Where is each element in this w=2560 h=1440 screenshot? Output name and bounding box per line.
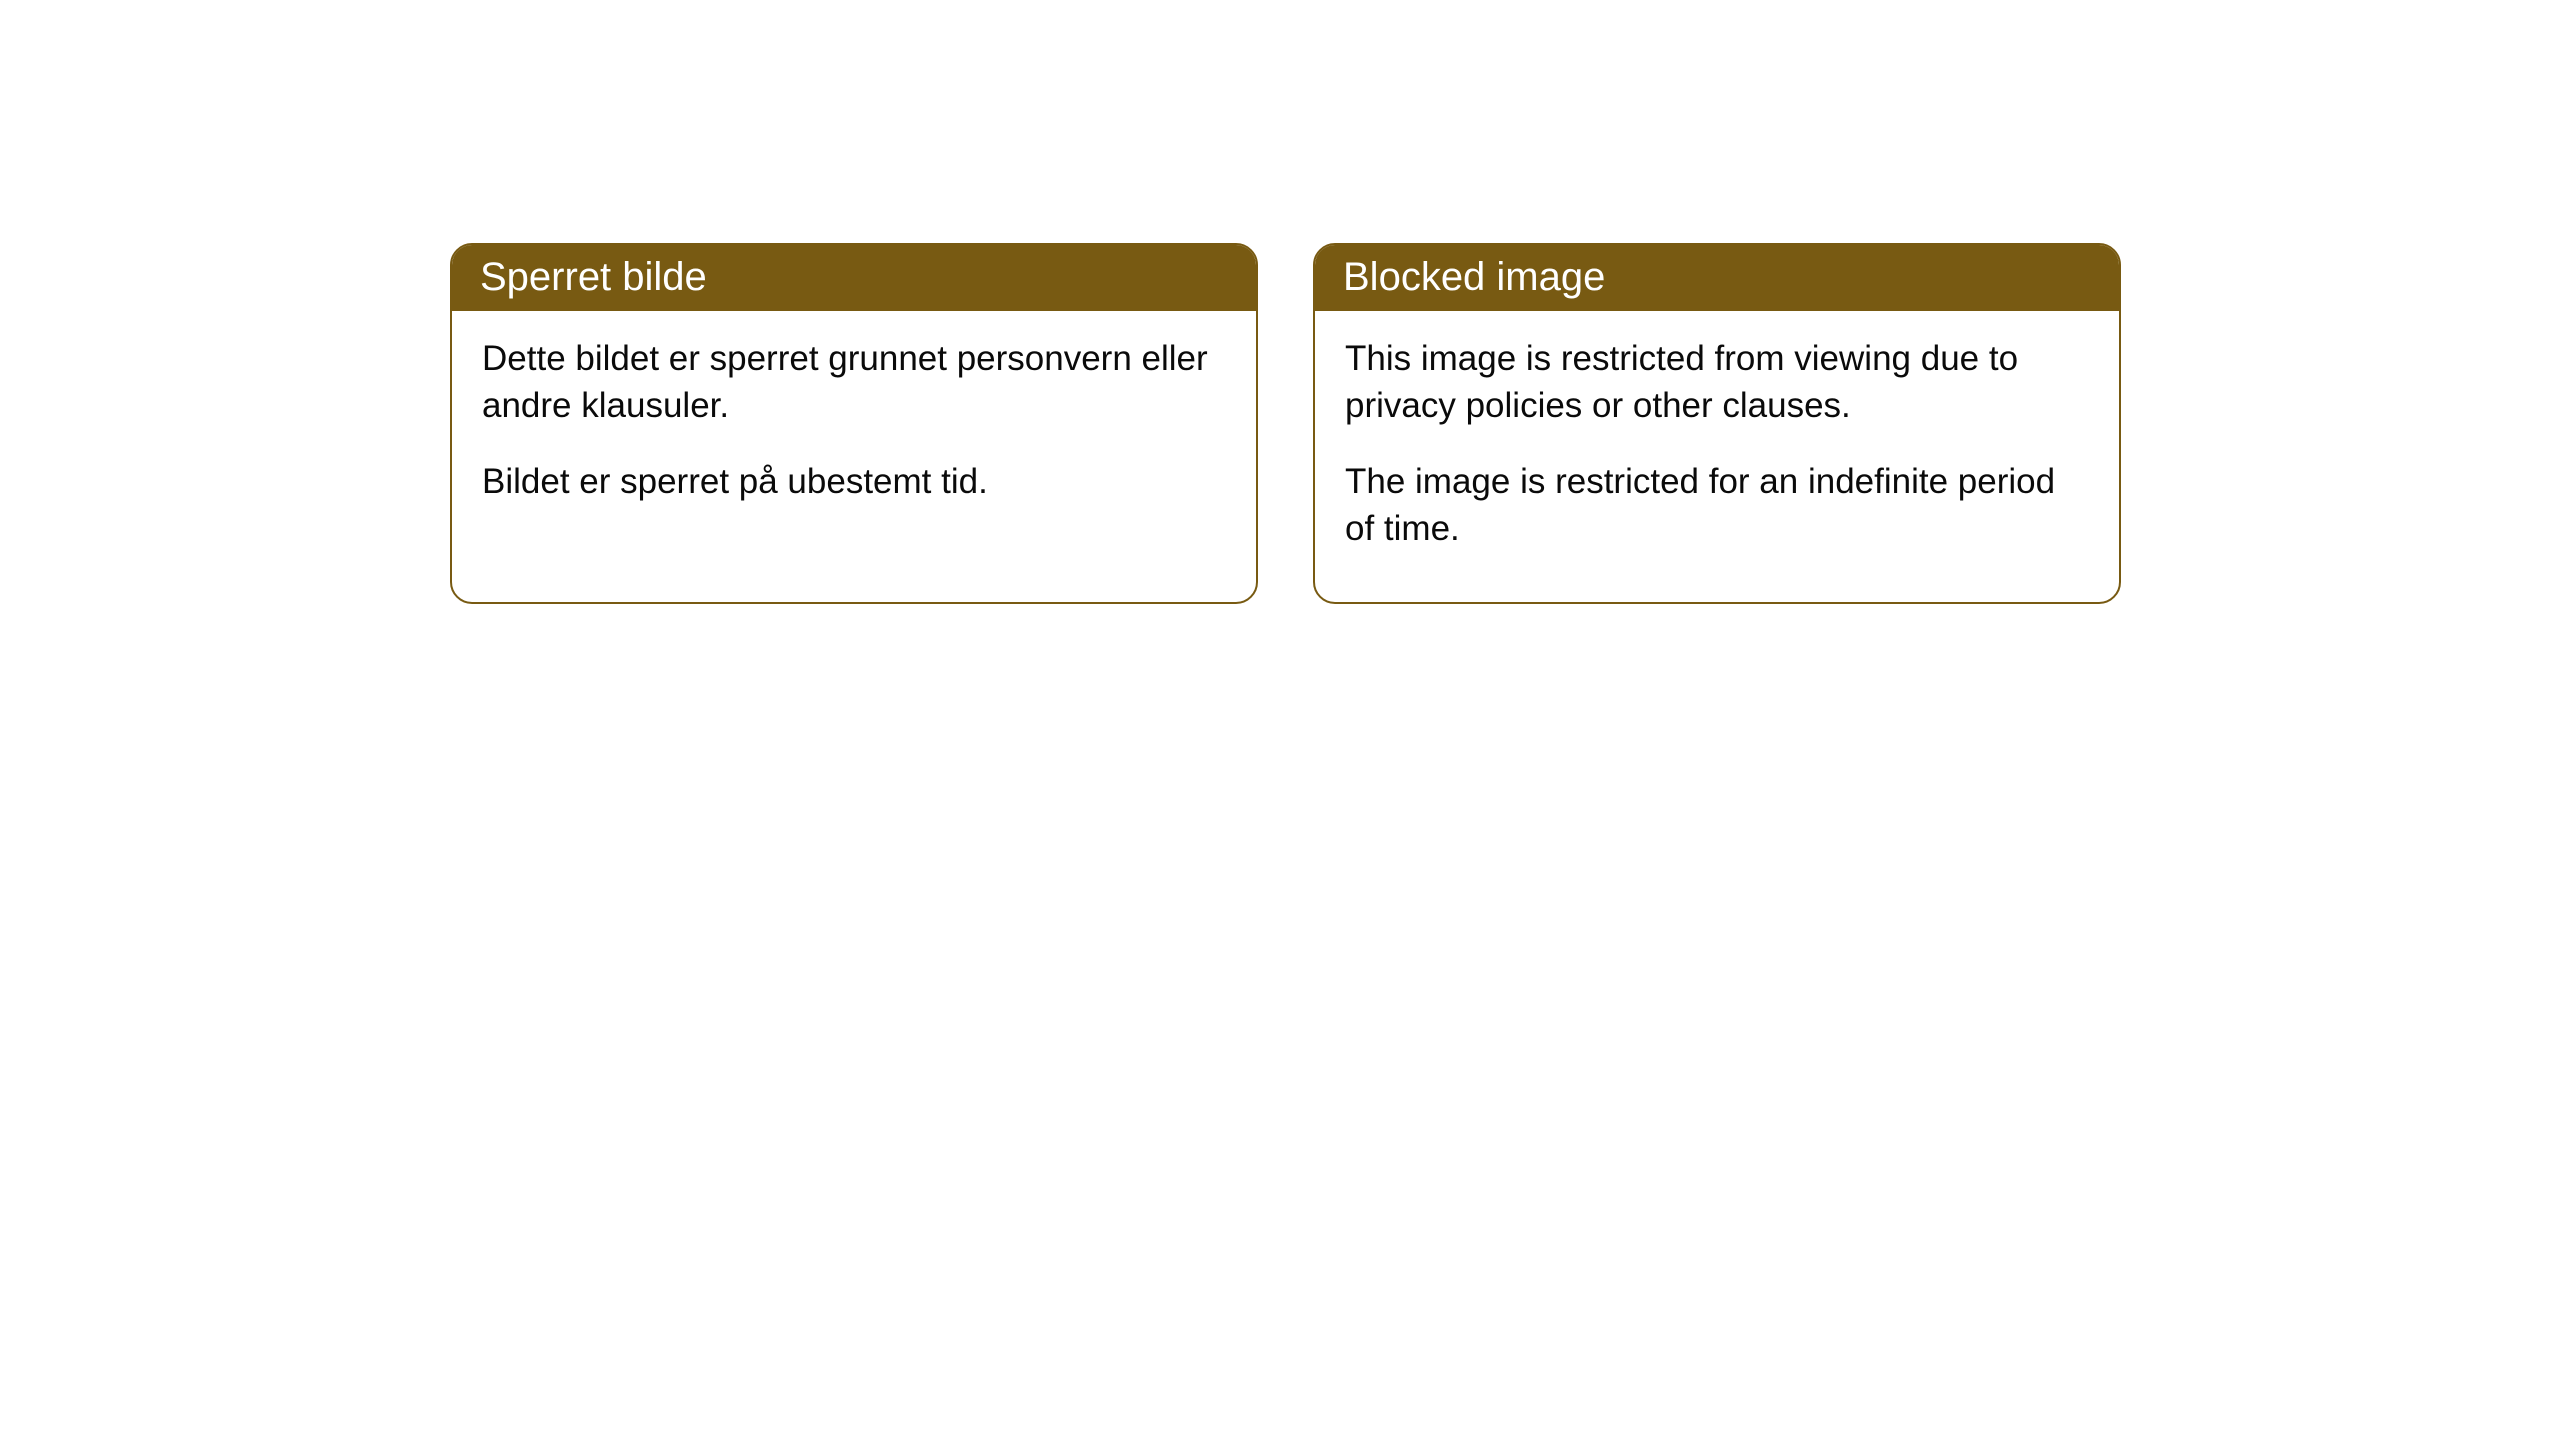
card-text-line: Dette bildet er sperret grunnet personve… xyxy=(482,335,1226,430)
card-body-english: This image is restricted from viewing du… xyxy=(1315,311,2119,602)
notice-card-norwegian: Sperret bilde Dette bildet er sperret gr… xyxy=(450,243,1258,604)
card-header-english: Blocked image xyxy=(1315,245,2119,311)
card-text-line: The image is restricted for an indefinit… xyxy=(1345,458,2089,553)
card-text-line: This image is restricted from viewing du… xyxy=(1345,335,2089,430)
card-body-norwegian: Dette bildet er sperret grunnet personve… xyxy=(452,311,1256,555)
notice-cards-container: Sperret bilde Dette bildet er sperret gr… xyxy=(450,243,2121,604)
card-header-norwegian: Sperret bilde xyxy=(452,245,1256,311)
notice-card-english: Blocked image This image is restricted f… xyxy=(1313,243,2121,604)
card-text-line: Bildet er sperret på ubestemt tid. xyxy=(482,458,1226,505)
